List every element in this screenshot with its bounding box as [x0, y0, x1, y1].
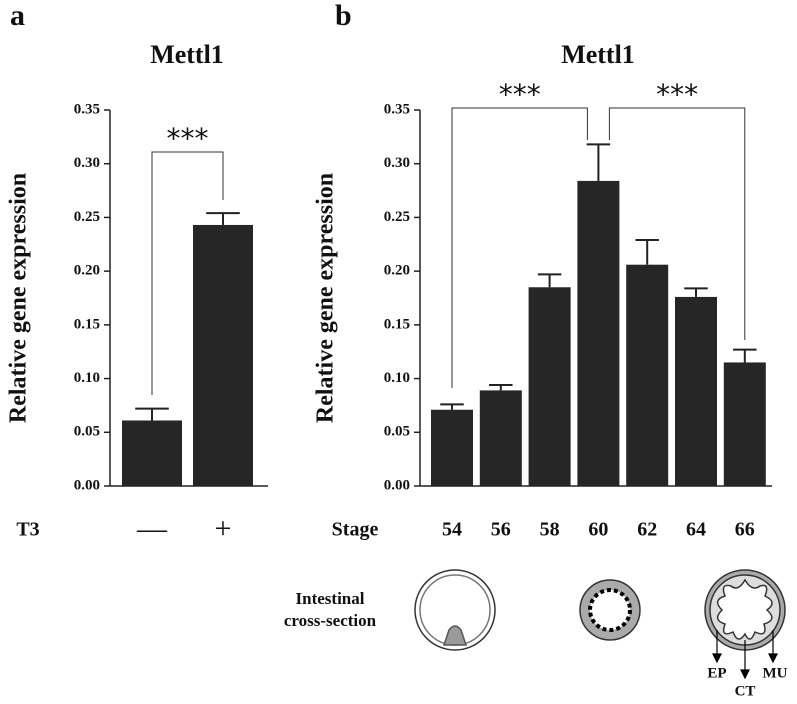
x-axis-label: T3	[16, 519, 39, 541]
diagram-label: Intestinal	[296, 589, 365, 608]
x-tick-label: +	[215, 512, 232, 545]
x-tick-label: 66	[735, 519, 755, 541]
y-tick-label: 0.00	[74, 477, 100, 493]
y-tick-label: 0.30	[74, 155, 100, 171]
typhlosole	[442, 625, 468, 646]
significance-label: ***	[499, 78, 541, 111]
y-tick-label: 0.20	[74, 263, 100, 279]
diagram-label: cross-section	[284, 611, 377, 630]
significance-label: ***	[656, 78, 698, 111]
panel-label: b	[335, 0, 352, 32]
y-tick-label: 0.20	[384, 263, 410, 279]
x-tick-label: 54	[442, 519, 462, 541]
layer-label: CT	[735, 683, 756, 699]
x-tick-label: 56	[491, 519, 511, 541]
bar	[626, 264, 669, 486]
arrows	[712, 630, 778, 680]
y-tick-label: 0.25	[74, 209, 100, 225]
significance-bracket	[451, 107, 588, 388]
bar	[577, 180, 620, 486]
x-axis-label: Stage	[332, 519, 379, 541]
significance-bracket	[151, 151, 224, 395]
y-tick-label: 0.35	[74, 101, 100, 117]
y-tick-label: 0.15	[384, 316, 410, 332]
y-tick-label: 0.25	[384, 209, 410, 225]
y-tick-label: 0.05	[74, 424, 100, 440]
bar	[723, 362, 766, 486]
chart-title: Mettl1	[150, 40, 224, 69]
x-tick-label: 64	[686, 519, 706, 541]
y-axis-label: Relative gene expression	[6, 173, 32, 423]
x-tick-label: 58	[540, 519, 560, 541]
x-tick-label: 60	[588, 519, 608, 541]
bar	[193, 224, 253, 486]
y-tick-label: 0.35	[384, 101, 410, 117]
bar	[479, 390, 522, 486]
layer-label: EP	[707, 665, 726, 681]
bar	[122, 420, 182, 486]
section-mid-ring	[588, 588, 632, 632]
y-axis-label: Relative gene expression	[313, 173, 339, 423]
y-tick-label: 0.10	[74, 370, 100, 386]
cross-sections	[414, 569, 786, 680]
significance-bracket	[608, 107, 746, 340]
bar	[528, 287, 571, 486]
significance-label: ***	[167, 122, 209, 155]
y-tick-label: 0.10	[384, 370, 410, 386]
panel-label: a	[10, 0, 25, 32]
bar	[675, 296, 717, 486]
bar	[431, 409, 473, 486]
x-tick-label: 62	[637, 519, 657, 541]
y-tick-label: 0.05	[384, 424, 410, 440]
y-tick-label: 0.00	[384, 477, 410, 493]
folds	[716, 578, 773, 640]
y-tick-label: 0.15	[74, 316, 100, 332]
chart-title: Mettl1	[561, 40, 635, 69]
y-tick-label: 0.30	[384, 155, 410, 171]
layer-label: MU	[763, 665, 788, 681]
x-tick-label: —	[136, 512, 168, 545]
